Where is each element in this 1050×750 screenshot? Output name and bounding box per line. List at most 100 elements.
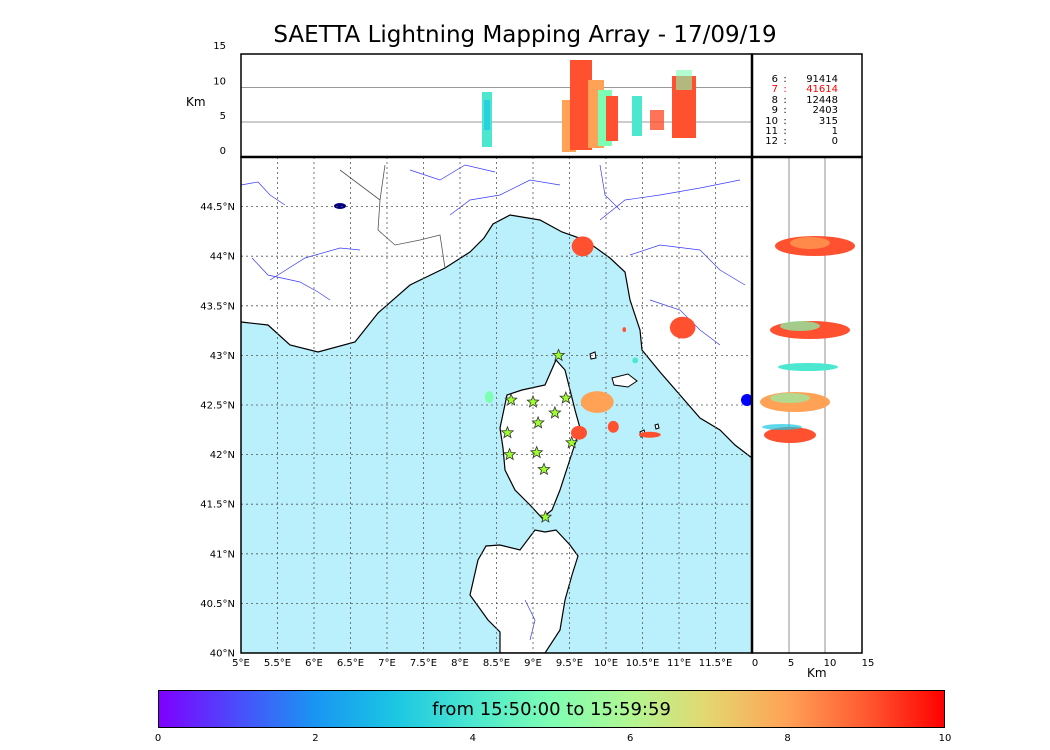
- right-panel-tick-label: 10: [824, 658, 837, 669]
- montecristo-island: [654, 423, 660, 430]
- lightning-cluster: [580, 391, 614, 413]
- legend-box: [751, 53, 863, 158]
- station-star-icon: [529, 445, 544, 459]
- right-panel-unit-label: Km: [807, 666, 827, 680]
- lon-tick-label: 6°E: [305, 658, 323, 669]
- legend-count: 2403: [812, 105, 838, 117]
- station-star-icon: [526, 394, 540, 408]
- legend-level: 6: [771, 74, 778, 85]
- lma-stations: [500, 348, 579, 523]
- lat-tick-label: 41°N: [210, 549, 235, 560]
- legend-separator: :: [783, 105, 787, 117]
- legend-row: 12: 0: [756, 137, 852, 148]
- legend-row: 9: 2403: [756, 105, 852, 117]
- station-star-icon: [537, 462, 551, 476]
- legend-separator: :: [783, 84, 787, 96]
- legend-count: 91414: [806, 74, 838, 85]
- legend-level: 10: [765, 115, 778, 127]
- lon-tick-label: 5.5°E: [264, 658, 291, 669]
- map-panel: 44.5°N 44°N 43.5°N 43°N 42.5°N 42°N 41.5°N 41°N…: [200, 156, 753, 669]
- station-star-icon: [500, 425, 515, 439]
- colorbar-tick-label: 4: [469, 733, 476, 744]
- lon-tick-label: 7°E: [378, 658, 396, 669]
- lightning-cluster: [570, 425, 588, 440]
- legend-count: 315: [818, 115, 838, 127]
- chart-title: SAETTA Lightning Mapping Array - 17/09/1…: [273, 22, 777, 48]
- legend-level: 7: [771, 84, 778, 96]
- lon-tick-label: 10.5°E: [626, 658, 660, 669]
- lightning-cluster: [669, 316, 696, 339]
- altitude-tick-label: 5: [220, 111, 226, 122]
- legend-count: 1: [831, 126, 838, 138]
- mainland-coastline: [241, 214, 752, 459]
- lon-tick-label: 8°E: [451, 658, 469, 669]
- lat-tick-label: 40°N: [210, 649, 235, 660]
- legend-level: 9: [771, 105, 778, 117]
- legend-row: 11: 1: [756, 126, 852, 138]
- latitude-altitude-panel: 0 5 10 15: [741, 156, 875, 669]
- lightning-clusters: [484, 236, 696, 440]
- lightning-cluster: [571, 236, 594, 257]
- lightning-cluster: [484, 391, 494, 404]
- legend-row: 8: 12448: [756, 94, 852, 106]
- colorbar-tick-label: 0: [154, 733, 162, 744]
- legend-count: 41614: [806, 84, 838, 96]
- lightning-cluster: [632, 357, 639, 364]
- altitude-longitude-panel: 15 10 5 0: [213, 41, 753, 158]
- elba-island: [611, 373, 638, 388]
- legend-separator: :: [783, 74, 787, 85]
- legend-row: 6: 91414: [756, 74, 852, 85]
- lon-tick-label: 8.5°E: [483, 658, 510, 669]
- altitude-tick-label: 10: [213, 77, 226, 88]
- longitude-ticks: 5°E 5.5°E 6°E 6.5°E 7°E 7.5°E 8°E 8.5°E 9°E 9.5°E…: [232, 658, 732, 669]
- country-borders: [339, 164, 446, 269]
- station-star-icon: [559, 391, 573, 404]
- altitude-tick-label: 0: [220, 146, 226, 157]
- lon-tick-label: 9.5°E: [556, 658, 583, 669]
- colorbar-label: from 15:50:00 to 15:59:59: [432, 699, 671, 720]
- lat-tick-label: 42.5°N: [200, 401, 235, 412]
- source-count-legend: 6: 91414 7: 41614 8: 12448 9: 2403 10: 315 11: 1 12:…: [756, 74, 852, 148]
- legend-count: 12448: [806, 94, 838, 106]
- legend-separator: :: [783, 115, 787, 127]
- legend-row: 7: 41614: [756, 84, 852, 96]
- lon-tick-label: 10°E: [594, 658, 618, 669]
- right-panel-tick-label: 15: [862, 658, 875, 669]
- legend-level: 8: [771, 94, 778, 106]
- legend-separator: :: [783, 94, 787, 106]
- station-star-icon: [504, 392, 518, 406]
- lon-tick-label: 6.5°E: [337, 658, 364, 669]
- station-star-icon: [538, 509, 553, 523]
- lat-tick-label: 43.5°N: [200, 301, 235, 312]
- lat-tick-label: 44.5°N: [200, 202, 235, 213]
- lon-tick-label: 9°E: [524, 658, 542, 669]
- corsica-coastline: [499, 358, 581, 519]
- station-star-icon: [531, 415, 545, 429]
- legend-separator: :: [783, 126, 787, 138]
- map-grid: [241, 157, 752, 653]
- altitude-tick-label: 15: [213, 41, 226, 52]
- lightning-cluster: [622, 327, 627, 333]
- right-panel-tick-label: 0: [752, 658, 758, 669]
- colorbar-tick-label: 2: [312, 733, 319, 744]
- lon-tick-label: 11.5°E: [699, 658, 733, 669]
- lightning-cluster: [607, 420, 619, 433]
- right-panel-tick-label: 5: [788, 658, 794, 669]
- lat-tick-label: 44°N: [210, 252, 235, 263]
- colorbar-tick-label: 10: [938, 733, 952, 744]
- lake: [334, 203, 346, 209]
- colorbar-tick-label: 8: [784, 733, 791, 744]
- lightning-cluster: [638, 431, 661, 438]
- right-panel-x-ticks: 0 5 10 15: [752, 658, 875, 669]
- top-panel-sources: [482, 60, 696, 152]
- station-star-icon: [502, 447, 517, 461]
- time-colorbar: from 15:50:00 to 15:59:59: [158, 690, 945, 728]
- lon-tick-label: 7.5°E: [410, 658, 437, 669]
- legend-row: 10: 315: [756, 115, 852, 127]
- lat-tick-label: 42°N: [210, 450, 235, 461]
- legend-level: 11: [765, 126, 778, 138]
- lon-tick-label: 11°E: [667, 658, 691, 669]
- lat-tick-label: 41.5°N: [200, 500, 235, 511]
- station-star-icon: [564, 435, 579, 449]
